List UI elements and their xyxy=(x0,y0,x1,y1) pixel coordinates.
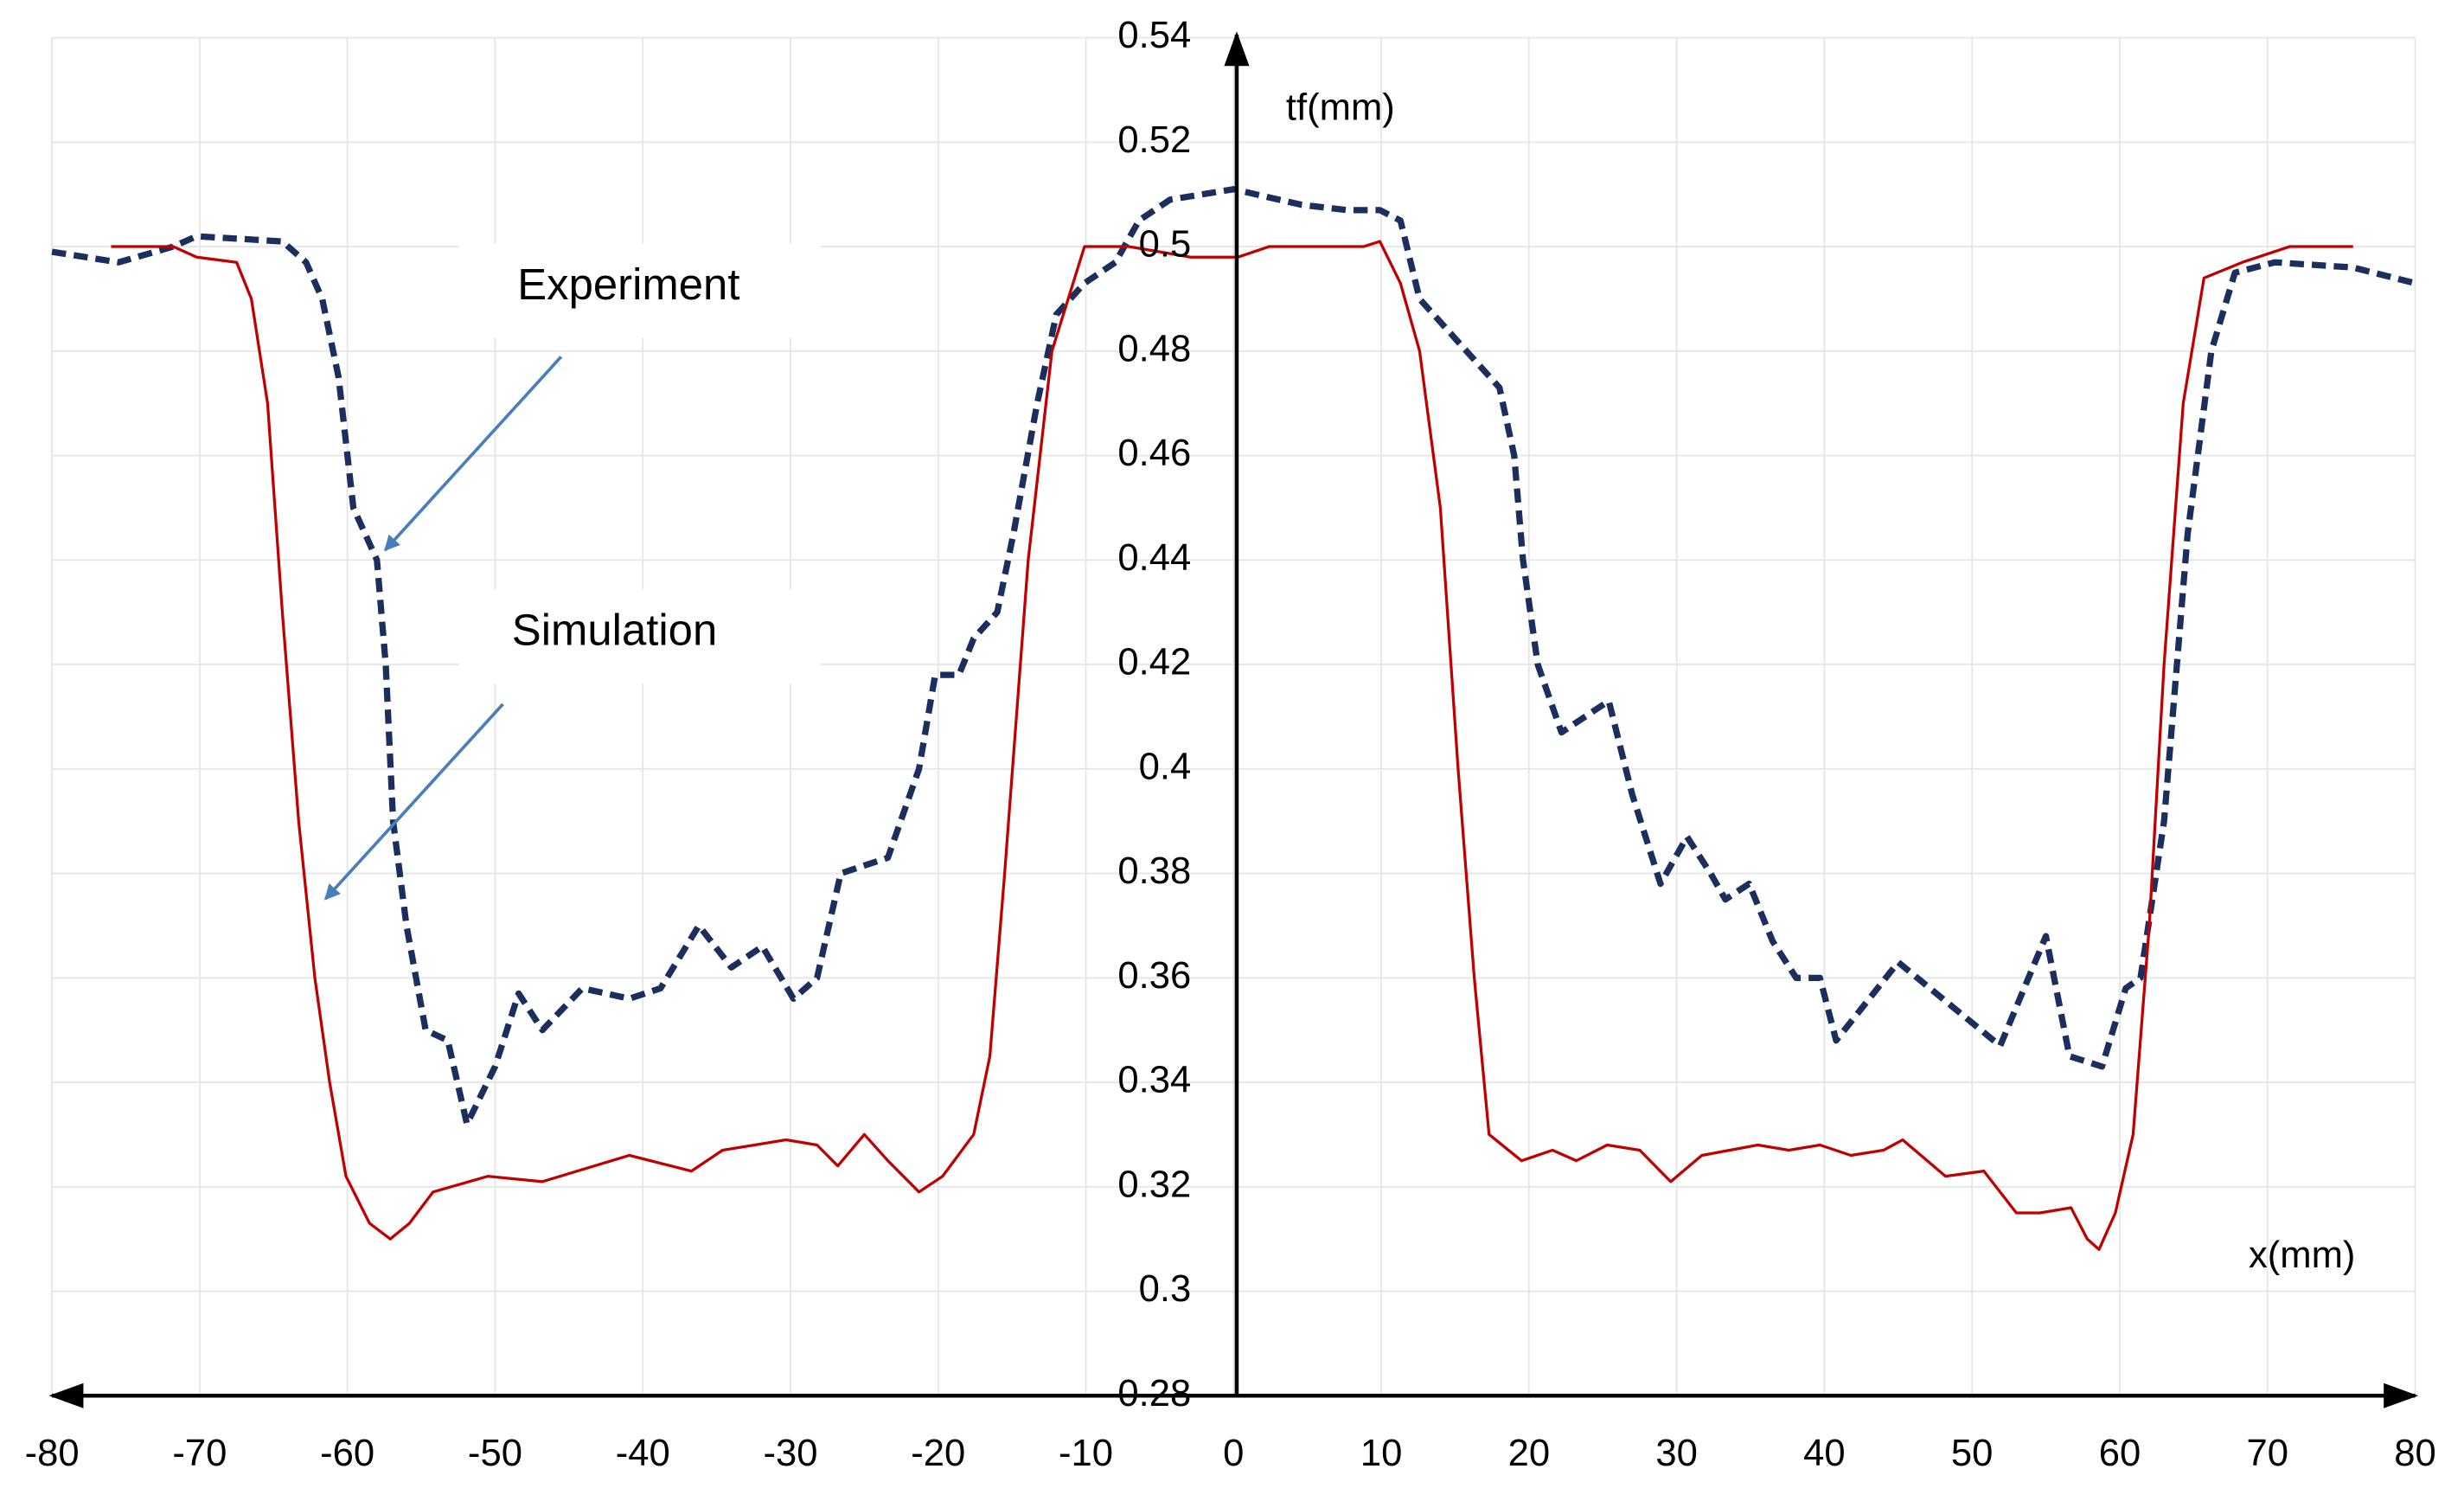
grid xyxy=(51,36,2416,1397)
x-tick-label: 40 xyxy=(1803,1433,1846,1474)
y-tick-label: 0.44 xyxy=(1117,537,1191,579)
y-axis-label: tf(mm) xyxy=(1286,87,1395,129)
x-tick-label: 30 xyxy=(1655,1433,1698,1474)
x-tick-label: 60 xyxy=(2099,1433,2141,1474)
x-tick-label: -70 xyxy=(172,1433,227,1474)
x-tick-label: -40 xyxy=(616,1433,670,1474)
x-tick-label: 80 xyxy=(2394,1433,2436,1474)
y-tick-label: 0.54 xyxy=(1117,15,1191,56)
y-tick-label: 0.36 xyxy=(1117,955,1191,997)
x-tick-label: -30 xyxy=(763,1433,817,1474)
arrow xyxy=(383,356,563,552)
x-tick-label: -50 xyxy=(468,1433,522,1474)
series-label: Simulation xyxy=(512,606,717,655)
plot xyxy=(51,186,2416,1251)
y-tick-label: 0.46 xyxy=(1117,433,1191,474)
x-tick-label: -20 xyxy=(911,1433,965,1474)
label-box xyxy=(458,243,821,338)
series-label: Experiment xyxy=(517,260,739,309)
y-tick-label: 0.28 xyxy=(1117,1373,1191,1414)
x-axis-label: x(mm) xyxy=(2249,1235,2355,1276)
y-tick-label: 0.3 xyxy=(1139,1268,1192,1310)
x-tick-label: 70 xyxy=(2246,1433,2288,1474)
label-box xyxy=(458,589,821,684)
y-tick-label: 0.4 xyxy=(1139,746,1192,787)
y-tick-label: 0.32 xyxy=(1117,1164,1191,1205)
y-tick-label: 0.5 xyxy=(1139,224,1192,266)
x-tick-label: 20 xyxy=(1508,1433,1551,1474)
x-tick-label: -60 xyxy=(320,1433,374,1474)
y-tick-label: 0.48 xyxy=(1117,328,1191,369)
x-tick-label: 10 xyxy=(1360,1433,1403,1474)
x-tick-label: -10 xyxy=(1059,1433,1113,1474)
arrow xyxy=(323,702,504,901)
y-tick-label: 0.34 xyxy=(1117,1060,1191,1101)
x-tick-label: -80 xyxy=(25,1433,80,1474)
x-tick-label: 0 xyxy=(1223,1433,1244,1474)
y-tick-label: 0.38 xyxy=(1117,850,1191,892)
y-tick-label: 0.42 xyxy=(1117,642,1191,683)
x-tick-label: 50 xyxy=(1951,1433,1994,1474)
y-tick-label: 0.52 xyxy=(1117,119,1191,161)
series-line xyxy=(111,240,2353,1251)
